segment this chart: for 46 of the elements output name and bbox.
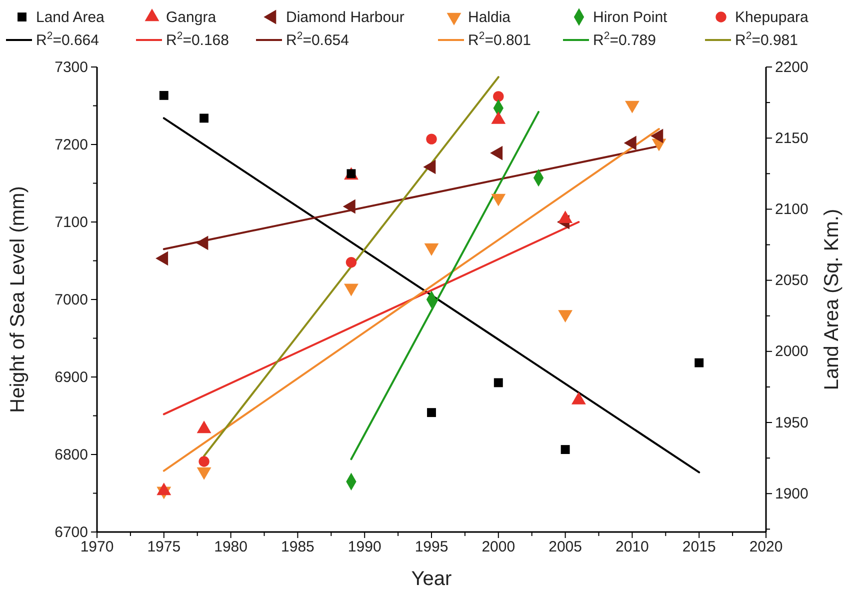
legend-label: Haldia (468, 9, 512, 26)
x-tick-label: 2020 (749, 538, 783, 556)
y-tick-label: 6700 (54, 524, 88, 541)
y2-tick-label: 2100 (775, 201, 808, 218)
legend-label: R$^{2}$=0.981 (735, 30, 798, 49)
legend-label: Khepupara (735, 9, 810, 26)
legend-label: R$^{2}$=0.168 (166, 30, 229, 49)
y2-tick-label: 1900 (775, 485, 808, 502)
legend-label: R$^{2}$=0.664 (36, 30, 99, 49)
x-tick-label: 1970 (80, 538, 114, 556)
x-tick-label: 2010 (616, 538, 649, 556)
x-tick-label: 1980 (214, 538, 248, 556)
y2-tick-label: 2200 (775, 58, 808, 76)
y-tick-label: 7200 (54, 136, 88, 154)
x-axis-title: Year (411, 568, 452, 590)
x-tick-label: 2015 (682, 538, 716, 556)
legend-label: Gangra (166, 9, 217, 26)
x-tick-label: 2000 (482, 538, 516, 556)
x-tick-label: 1985 (281, 538, 314, 556)
point (200, 114, 209, 123)
legend-label: Land Area (36, 9, 106, 26)
x-tick-label: 1975 (147, 538, 181, 556)
y2-tick-label: 2050 (775, 272, 808, 290)
y2-axis-title: Land Area (Sq. Km.) (821, 208, 843, 390)
point (694, 358, 704, 368)
point (494, 378, 503, 388)
y-tick-label: 7000 (54, 291, 88, 308)
legend-label: Hiron Point (593, 9, 668, 26)
point (560, 445, 570, 454)
y-tick-label: 6800 (54, 446, 88, 464)
x-tick-label: 1995 (414, 538, 448, 556)
y-axis-title: Height of Sea Level (mm) (7, 186, 29, 413)
legend-label: R$^{2}$=0.789 (593, 30, 656, 49)
x-tick-label: 2005 (548, 538, 582, 556)
y2-tick-label: 2000 (775, 343, 808, 360)
y-tick-label: 7100 (54, 214, 88, 231)
legend-label: R$^{2}$=0.654 (286, 30, 349, 49)
y-tick-label: 7300 (54, 58, 88, 76)
legend-label: R$^{2}$=0.801 (468, 30, 531, 49)
y2-tick-label: 2150 (775, 130, 808, 147)
point (159, 90, 168, 100)
legend-label: Diamond Harbour (286, 9, 404, 26)
x-tick-label: 1990 (348, 538, 382, 556)
point (427, 408, 436, 418)
y2-tick-label: 1950 (775, 414, 808, 432)
y-tick-label: 6900 (54, 368, 88, 386)
